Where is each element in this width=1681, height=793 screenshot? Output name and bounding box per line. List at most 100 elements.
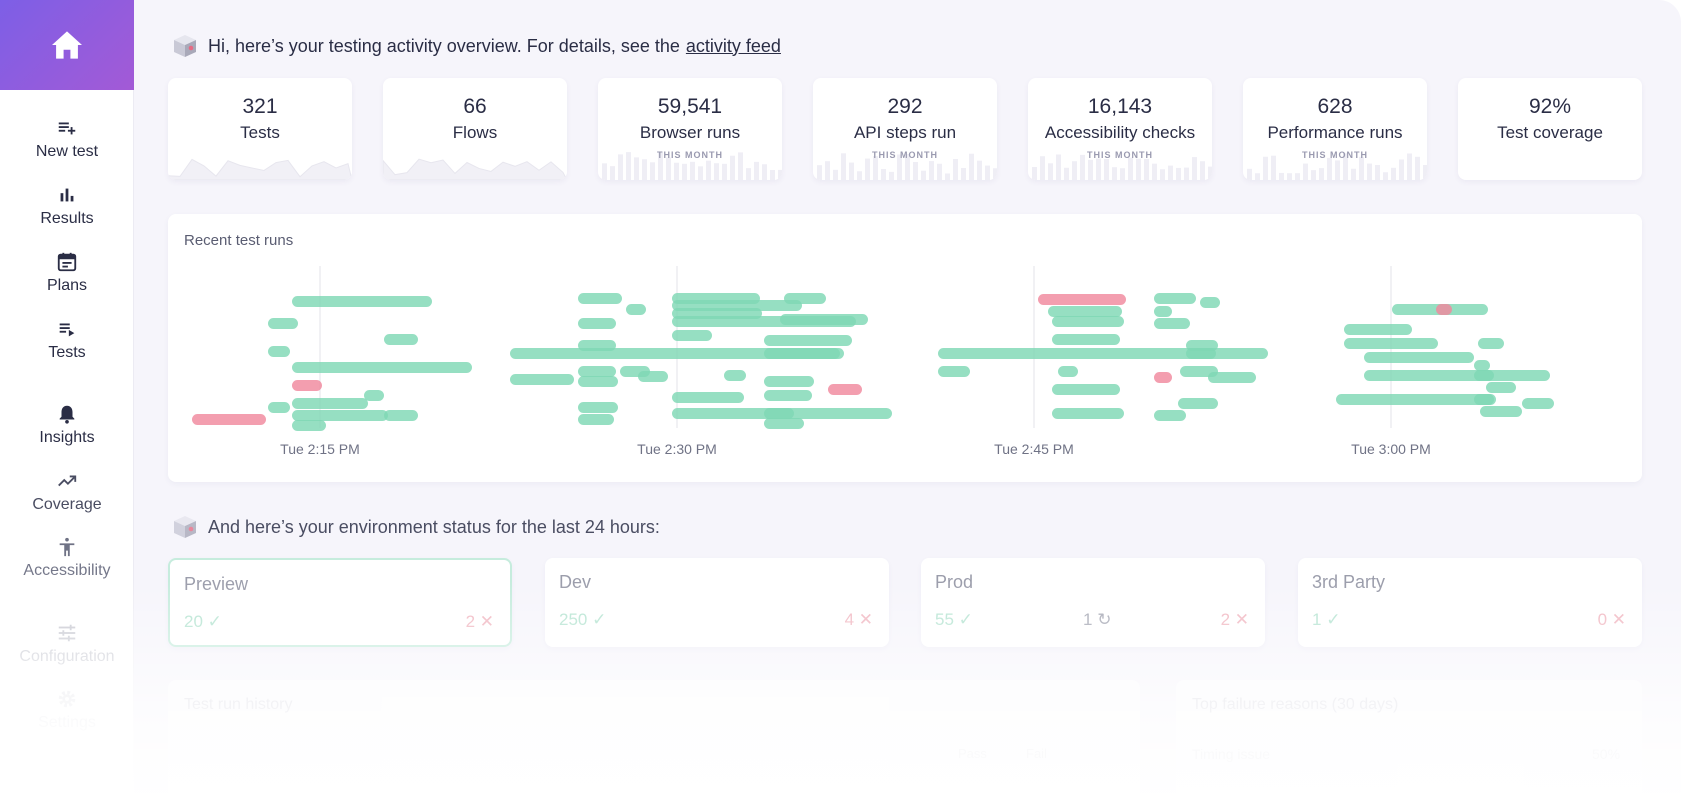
run-bar-passed[interactable]: [292, 410, 388, 421]
run-bar-passed[interactable]: [764, 408, 794, 419]
run-bar-passed[interactable]: [1052, 316, 1124, 327]
run-bar-passed[interactable]: [1364, 370, 1550, 381]
run-bar-passed[interactable]: [384, 410, 418, 421]
run-bar-failed[interactable]: [1436, 304, 1452, 315]
run-bar-passed[interactable]: [1522, 398, 1554, 409]
run-bar-passed[interactable]: [764, 418, 804, 429]
run-bar-passed[interactable]: [292, 398, 368, 409]
run-bar-passed[interactable]: [1486, 382, 1516, 393]
run-bar-passed[interactable]: [578, 414, 614, 425]
stat-card-flows[interactable]: 66 Flows: [383, 78, 567, 180]
run-bar-passed[interactable]: [626, 304, 646, 315]
sparkline-bar: [1295, 173, 1300, 180]
run-bar-passed[interactable]: [1052, 334, 1120, 345]
run-bar-passed[interactable]: [292, 296, 432, 307]
run-bar-passed[interactable]: [268, 402, 290, 413]
sparkline-bar: [881, 169, 886, 180]
run-bar-passed[interactable]: [1180, 366, 1218, 377]
stat-card-tests[interactable]: 321 Tests: [168, 78, 352, 180]
env-fail-count: 0 ✕: [1598, 610, 1626, 630]
sparkline-bar: [1072, 161, 1077, 180]
env-card-preview[interactable]: Preview 20 ✓ 2 ✕: [168, 558, 512, 647]
run-bar-passed[interactable]: [578, 318, 616, 329]
run-bar-passed[interactable]: [1474, 360, 1490, 371]
run-bar-passed[interactable]: [578, 293, 622, 304]
run-bar-passed[interactable]: [1480, 406, 1522, 417]
run-bar-failed[interactable]: [828, 384, 862, 395]
sidebar-item-new-test[interactable]: New test: [0, 117, 134, 161]
run-bar-passed[interactable]: [764, 376, 814, 387]
run-bar-passed[interactable]: [764, 348, 844, 359]
run-bar-passed[interactable]: [578, 366, 616, 377]
sidebar-item-settings[interactable]: Settings: [0, 688, 134, 732]
run-bar-passed[interactable]: [672, 392, 744, 403]
env-card-dev[interactable]: Dev 250 ✓ 4 ✕: [545, 558, 889, 647]
run-bar-passed[interactable]: [938, 348, 1268, 359]
sparkline-bar: [1064, 167, 1069, 180]
env-fail-count: 2 ✕: [466, 612, 494, 632]
check-icon: ✓: [953, 610, 973, 629]
run-bar-passed[interactable]: [578, 402, 618, 413]
run-bar-passed[interactable]: [1058, 366, 1078, 377]
stat-period: THIS MONTH: [1302, 150, 1368, 160]
run-bar-passed[interactable]: [1052, 384, 1120, 395]
run-bar-passed[interactable]: [1336, 394, 1496, 405]
run-bar-passed[interactable]: [1154, 293, 1196, 304]
sidebar-item-coverage[interactable]: Coverage: [0, 470, 134, 514]
sidebar-item-tests[interactable]: Tests: [0, 318, 134, 362]
home-button[interactable]: [0, 0, 134, 90]
run-bar-passed[interactable]: [510, 348, 840, 359]
stat-card-api-steps-run[interactable]: 292 API steps run THIS MONTH: [813, 78, 997, 180]
run-bar-passed[interactable]: [1154, 318, 1190, 329]
sparkline-bar: [650, 162, 655, 180]
stat-card-browser-runs[interactable]: 59,541 Browser runs THIS MONTH: [598, 78, 782, 180]
run-bar-passed[interactable]: [268, 346, 290, 357]
run-bar-passed[interactable]: [1208, 372, 1256, 383]
stat-card-accessibility-checks[interactable]: 16,143 Accessibility checks THIS MONTH: [1028, 78, 1212, 180]
run-bar-passed[interactable]: [764, 390, 812, 401]
run-bar-passed[interactable]: [578, 376, 618, 387]
run-bar-passed[interactable]: [1474, 370, 1494, 381]
run-bar-passed[interactable]: [364, 390, 384, 401]
run-bar-failed[interactable]: [1038, 294, 1126, 305]
run-bar-passed[interactable]: [938, 366, 970, 377]
run-bar-passed[interactable]: [1154, 410, 1186, 421]
run-bar-failed[interactable]: [292, 380, 322, 391]
run-bar-passed[interactable]: [724, 370, 746, 381]
run-bar-passed[interactable]: [764, 335, 852, 346]
run-bar-passed[interactable]: [268, 318, 298, 329]
run-bar-passed[interactable]: [292, 420, 326, 431]
env-card-prod[interactable]: Prod 55 ✓ 1 ↻ 2 ✕: [921, 558, 1265, 647]
run-bar-passed[interactable]: [638, 371, 668, 382]
sidebar-item-insights[interactable]: Insights: [0, 403, 134, 447]
run-bar-passed[interactable]: [1364, 352, 1474, 363]
run-bar-passed[interactable]: [780, 314, 868, 325]
run-bar-failed[interactable]: [192, 414, 266, 425]
run-bar-passed[interactable]: [292, 362, 472, 373]
run-bar-passed[interactable]: [384, 334, 418, 345]
activity-feed-link[interactable]: activity feed: [685, 35, 781, 56]
run-bar-passed[interactable]: [1200, 297, 1220, 308]
sidebar-item-configuration[interactable]: Configuration: [0, 622, 134, 666]
env-card-3rd-party[interactable]: 3rd Party 1 ✓ 0 ✕: [1298, 558, 1642, 647]
run-bar-passed[interactable]: [1052, 408, 1124, 419]
run-bar-passed[interactable]: [1186, 348, 1216, 359]
run-bar-passed[interactable]: [1478, 338, 1504, 349]
run-bar-passed[interactable]: [784, 293, 826, 304]
sidebar-item-accessibility[interactable]: Accessibility: [0, 536, 134, 580]
stat-card-performance-runs[interactable]: 628 Performance runs THIS MONTH: [1243, 78, 1427, 180]
run-bar-failed[interactable]: [1154, 372, 1172, 383]
sidebar-item-plans[interactable]: Plans: [0, 251, 134, 295]
run-bar-passed[interactable]: [1344, 338, 1438, 349]
sidebar-item-results[interactable]: Results: [0, 184, 134, 228]
run-bar-passed[interactable]: [1344, 324, 1412, 335]
gear-icon: [58, 690, 76, 708]
run-bar-passed[interactable]: [1178, 398, 1218, 409]
run-bar-passed[interactable]: [672, 330, 712, 341]
stat-card-test-coverage[interactable]: 92% Test coverage: [1458, 78, 1642, 180]
run-bar-passed[interactable]: [1048, 306, 1122, 317]
run-bar-passed[interactable]: [1154, 306, 1172, 317]
stat-sparkline: [168, 158, 352, 180]
run-bar-passed[interactable]: [1474, 394, 1494, 405]
run-bar-passed[interactable]: [510, 374, 574, 385]
